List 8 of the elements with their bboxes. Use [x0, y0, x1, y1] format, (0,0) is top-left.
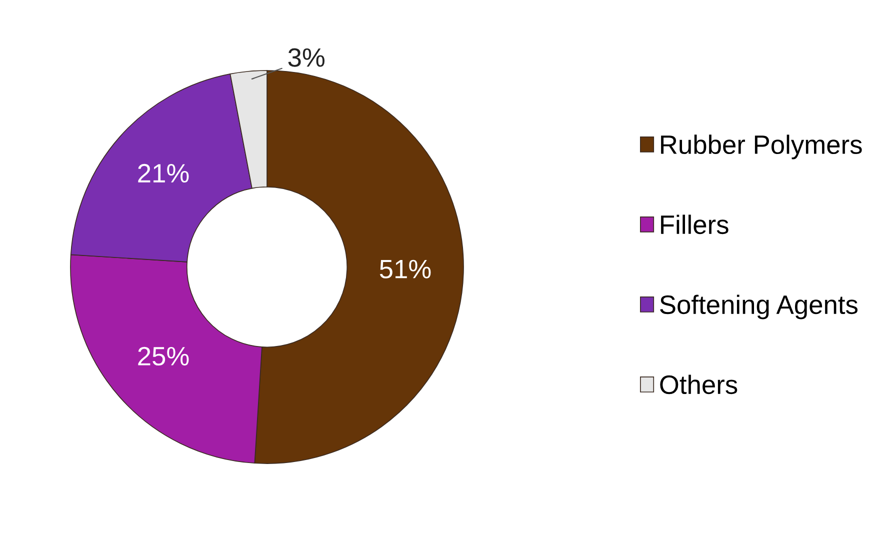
data-label: 25% — [138, 346, 189, 366]
data-label: 3% — [288, 48, 324, 67]
data-label: 51% — [380, 260, 431, 278]
legend-label: Rubber Polymers — [661, 134, 862, 160]
legend-label: Fillers — [661, 214, 728, 234]
legend-label: Others — [660, 374, 738, 394]
legend-label: Softening Agents — [660, 294, 858, 320]
data-label: 21% — [138, 164, 189, 183]
